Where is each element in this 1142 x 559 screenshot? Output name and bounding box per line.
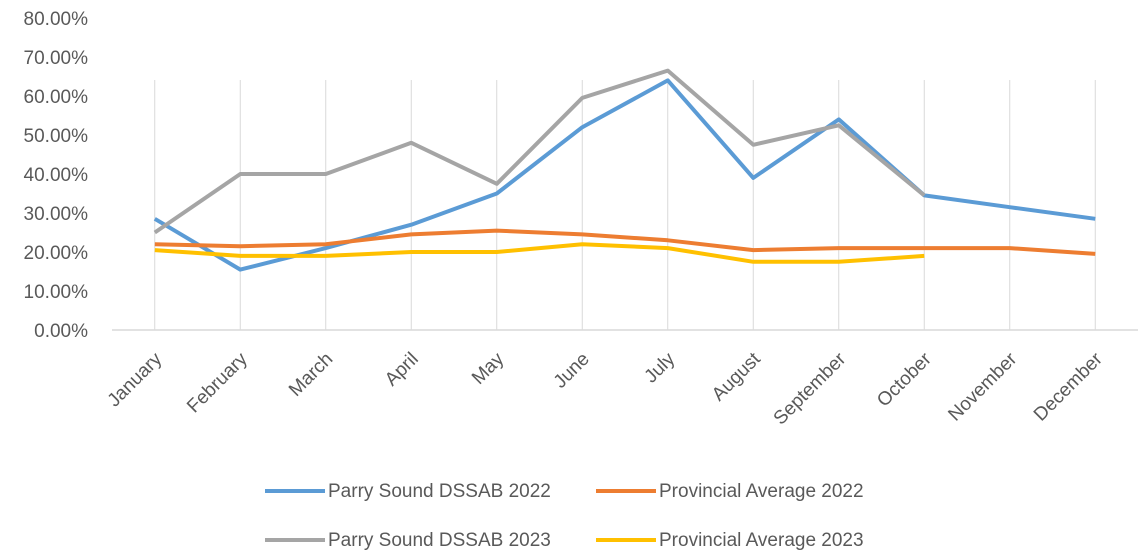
legend: Parry Sound DSSAB 2022 Provincial Average… (265, 481, 864, 551)
x-tick-label: January (104, 348, 167, 411)
legend-label: Provincial Average 2023 (659, 530, 864, 551)
y-tick-label: 60.00% (24, 87, 89, 108)
y-tick-label: 50.00% (24, 126, 89, 147)
y-tick-label: 80.00% (24, 9, 89, 30)
x-tick-label: May (468, 348, 509, 389)
legend-label: Parry Sound DSSAB 2023 (328, 530, 551, 551)
x-tick-label: October (873, 348, 936, 411)
series-lines (153, 68, 1096, 272)
legend-label: Parry Sound DSSAB 2022 (328, 481, 551, 502)
y-axis-tick-labels: 0.00% 10.00% 20.00% 30.00% 40.00% 50.00% 60.00… (24, 9, 89, 342)
x-tick-label: March (285, 349, 337, 401)
series-line-2 (153, 68, 926, 235)
x-tick-label: November (944, 348, 1021, 425)
y-tick-label: 20.00% (24, 243, 89, 264)
x-tick-label: September (770, 348, 851, 429)
legend-item: Parry Sound DSSAB 2023 (265, 530, 551, 551)
legend-label: Provincial Average 2022 (659, 481, 864, 502)
y-tick-label: 70.00% (24, 48, 89, 69)
x-tick-label: June (550, 349, 594, 393)
y-tick-label: 30.00% (24, 204, 89, 225)
y-tick-label: 40.00% (24, 165, 89, 186)
series-line-0 (153, 78, 1096, 272)
x-tick-label: April (381, 349, 423, 391)
legend-item: Parry Sound DSSAB 2022 (265, 481, 551, 502)
legend-item: Provincial Average 2022 (596, 481, 864, 502)
x-axis-tick-labels: January February March April May June July Augu… (104, 348, 1108, 429)
x-tick-label: February (183, 348, 252, 417)
gridlines (154, 80, 1096, 330)
y-tick-label: 10.00% (24, 282, 89, 303)
legend-item: Provincial Average 2023 (596, 530, 864, 551)
x-tick-label: August (708, 348, 765, 405)
x-tick-label: July (641, 348, 680, 387)
series-line-3 (154, 242, 925, 264)
x-tick-label: December (1030, 348, 1107, 425)
y-tick-label: 0.00% (34, 321, 88, 342)
series-line-1 (154, 228, 1096, 256)
